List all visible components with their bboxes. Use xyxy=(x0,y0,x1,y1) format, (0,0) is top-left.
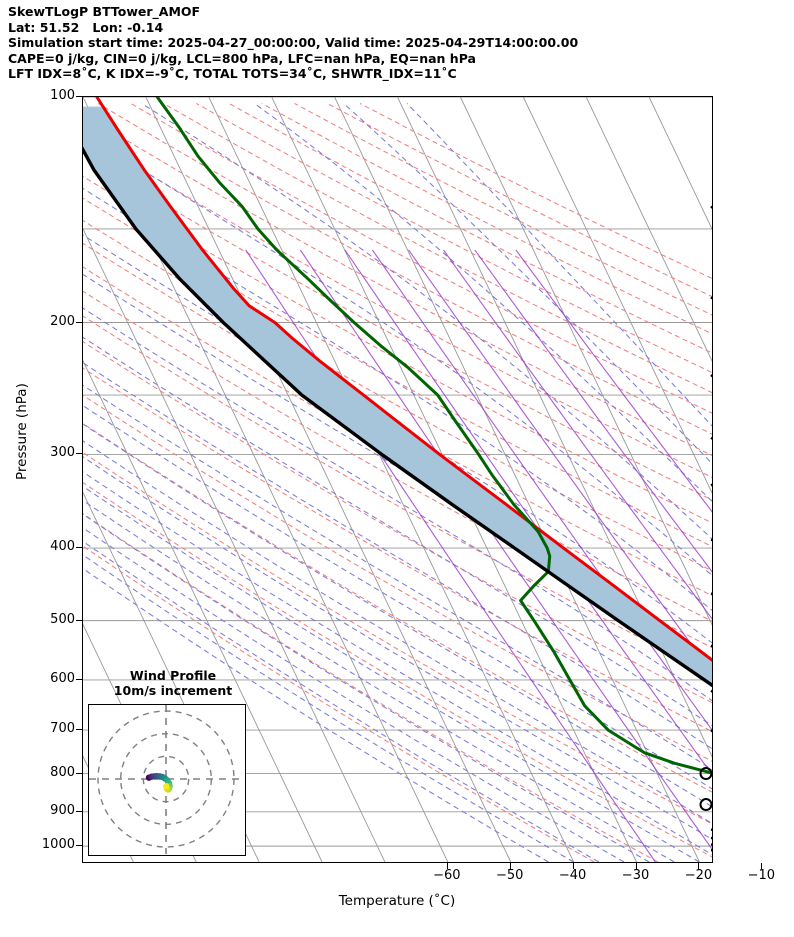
title-line-station: SkewTLogP BTTower_AMOF xyxy=(8,4,201,19)
y-tick-mark xyxy=(76,772,82,774)
wind-barb xyxy=(710,483,712,487)
y-tick-mark xyxy=(76,547,82,549)
profile-curves xyxy=(83,97,712,852)
x-tick-mark xyxy=(761,863,763,869)
x-tick-label: −40 xyxy=(558,868,587,883)
y-tick-mark xyxy=(76,453,82,455)
x-tick-label: −10 xyxy=(747,868,776,883)
y-tick-mark xyxy=(76,810,82,812)
wind-profile-hodograph xyxy=(88,704,246,856)
wind-barb xyxy=(710,538,712,542)
x-tick-mark xyxy=(698,863,700,869)
y-tick-label: 600 xyxy=(50,670,75,686)
wind-barb xyxy=(710,374,712,378)
title-line-indices: LFT IDX=8˚C, K IDX=-9˚C, TOTAL TOTS=34˚C… xyxy=(8,66,457,82)
wind-barb xyxy=(710,689,712,693)
x-axis-label: Temperature (˚C) xyxy=(338,893,456,909)
wind-barb xyxy=(710,296,712,300)
x-tick-label: −20 xyxy=(684,868,713,883)
y-tick-label: 500 xyxy=(50,611,75,627)
wind-barb xyxy=(710,729,712,733)
y-tick-label: 900 xyxy=(50,802,75,818)
y-tick-label: 700 xyxy=(50,721,75,737)
x-tick-label: −60 xyxy=(433,868,461,883)
title-line-latlon: Lat: 51.52 Lon: -0.14 xyxy=(8,19,164,35)
wind-barb xyxy=(710,592,712,596)
y-tick-mark xyxy=(76,96,82,97)
y-tick-label: 300 xyxy=(50,445,75,461)
x-tick-mark xyxy=(446,863,448,869)
y-tick-label: 400 xyxy=(50,539,75,555)
x-tick-label: −30 xyxy=(621,868,650,883)
wind-barb xyxy=(699,798,712,812)
y-tick-mark xyxy=(76,845,82,847)
y-tick-label: 200 xyxy=(50,313,75,329)
y-tick-mark xyxy=(76,619,82,621)
title-line-times: Simulation start time: 2025-04-27_00:00:… xyxy=(8,35,579,51)
hodograph-svg xyxy=(89,705,244,854)
y-tick-label: 1000 xyxy=(41,837,75,853)
title-line-cape: CAPE=0 j/kg, CIN=0 j/kg, LCL=800 hPa, LF… xyxy=(8,50,476,66)
wind-barb xyxy=(711,849,712,852)
y-tick-label: 100 xyxy=(50,88,75,103)
x-tick-mark xyxy=(572,863,574,869)
y-tick-mark xyxy=(76,678,82,680)
wind-barb xyxy=(710,205,712,209)
x-tick-mark xyxy=(635,863,637,869)
y-tick-mark xyxy=(76,729,82,731)
figure-title-block: SkewTLogP BTTower_AMOF Lat: 51.52 Lon: -… xyxy=(8,4,788,82)
y-axis-label: Pressure (hPa) xyxy=(14,383,30,480)
wind-barb xyxy=(710,436,712,440)
y-tick-label: 800 xyxy=(50,764,75,780)
x-tick-label: −50 xyxy=(496,868,524,883)
x-tick-mark xyxy=(509,863,511,869)
wind-barb xyxy=(699,767,712,781)
y-tick-mark xyxy=(76,321,82,323)
